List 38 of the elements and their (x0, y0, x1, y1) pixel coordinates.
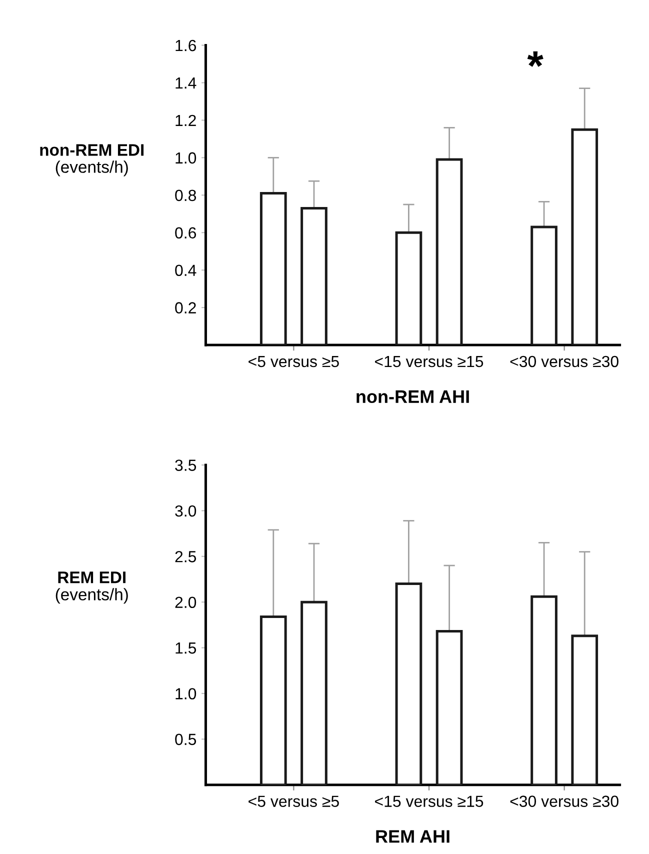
annotation: * (527, 51, 544, 67)
y-tick-label: 0.8 (175, 190, 196, 202)
y-tick-label: 3.5 (175, 460, 196, 471)
bar (395, 231, 422, 346)
y-tick-label: 1.0 (176, 152, 196, 164)
x-axis-title: REM AHI (376, 830, 450, 843)
bar (530, 226, 558, 346)
x-tick-label: <15 versus ≥15 (375, 796, 484, 807)
y-tick-label: 0.5 (175, 734, 196, 746)
x-axis-title: non-REM AHI (356, 390, 469, 404)
bar (436, 158, 463, 346)
y-tick-label: 1.2 (176, 114, 196, 126)
bar (436, 630, 463, 785)
x-tick-label: <30 versus ≥30 (510, 796, 618, 807)
y-tick-label: 3.0 (175, 505, 196, 517)
bar (571, 128, 598, 346)
x-tick-label: <5 versus ≥5 (248, 356, 339, 368)
y-axis-title: non-REM EDI (events/h) (40, 144, 144, 176)
x-tick-label: <15 versus ≥15 (375, 356, 484, 368)
x-tick-label: <5 versus ≥5 (248, 796, 339, 807)
y-tick-label: 1.6 (176, 40, 196, 52)
bar (300, 207, 328, 346)
y-tick-label: 1.5 (176, 642, 196, 654)
y-tick-label: 1.0 (176, 688, 196, 700)
bar (300, 600, 328, 785)
x-tick-label: <30 versus ≥30 (510, 356, 618, 368)
y-tick-label: 1.4 (176, 78, 196, 89)
bar (260, 615, 287, 785)
bar (530, 595, 558, 785)
y-tick-label: 2.5 (175, 551, 196, 562)
y-tick-label: 2.0 (175, 596, 196, 608)
bar (260, 192, 287, 346)
bar (395, 582, 422, 785)
bar (571, 634, 598, 785)
y-tick-label: 0.4 (175, 264, 196, 276)
y-tick-label: 0.6 (175, 227, 196, 239)
y-axis-title: REM EDI (events/h) (56, 572, 128, 604)
y-tick-label: 0.2 (175, 302, 196, 314)
